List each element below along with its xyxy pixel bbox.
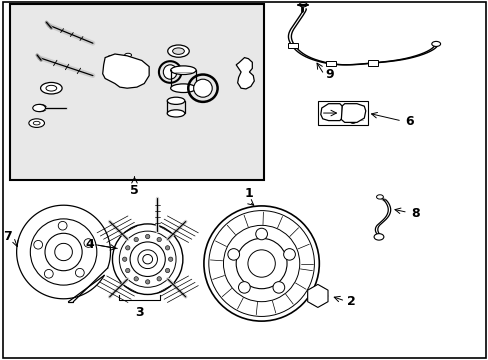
Text: 4: 4 [85,238,94,251]
Ellipse shape [125,246,130,250]
Ellipse shape [167,110,184,117]
Ellipse shape [167,45,189,57]
Ellipse shape [34,104,46,112]
Ellipse shape [299,3,306,7]
Ellipse shape [255,228,267,240]
Ellipse shape [125,269,130,273]
Ellipse shape [33,104,45,112]
Ellipse shape [376,195,383,199]
Ellipse shape [134,237,138,242]
Ellipse shape [134,277,138,281]
Ellipse shape [242,78,248,84]
Bar [317,101,367,125]
Polygon shape [307,284,327,307]
Ellipse shape [168,257,173,261]
Polygon shape [341,104,365,122]
Ellipse shape [33,121,40,125]
Ellipse shape [165,269,169,273]
Ellipse shape [41,82,62,94]
Ellipse shape [431,41,440,46]
Ellipse shape [75,269,84,277]
Text: 7: 7 [3,230,12,243]
Ellipse shape [373,234,383,240]
Ellipse shape [242,67,248,72]
Ellipse shape [170,84,196,93]
Bar [367,60,378,66]
Ellipse shape [128,67,145,82]
Ellipse shape [145,234,149,239]
Ellipse shape [124,53,131,57]
Polygon shape [102,54,149,88]
Ellipse shape [132,70,142,79]
Ellipse shape [157,237,161,242]
Ellipse shape [122,257,127,261]
Ellipse shape [227,249,239,260]
Ellipse shape [327,109,335,116]
Ellipse shape [44,270,53,278]
Ellipse shape [283,249,295,260]
Ellipse shape [84,239,93,247]
Ellipse shape [163,65,177,79]
Ellipse shape [145,280,149,284]
Ellipse shape [347,108,357,118]
Bar [325,61,336,66]
Ellipse shape [34,240,42,249]
Text: 9: 9 [325,68,333,81]
Ellipse shape [172,48,184,54]
Ellipse shape [170,66,196,75]
Ellipse shape [165,246,169,250]
Text: 1: 1 [244,187,253,200]
Ellipse shape [157,277,161,281]
Ellipse shape [238,282,250,293]
Ellipse shape [307,286,327,306]
Bar [287,43,298,48]
Text: 2: 2 [346,295,355,308]
Text: 3: 3 [135,306,143,319]
Text: 6: 6 [404,115,413,128]
Ellipse shape [46,85,57,91]
Ellipse shape [349,118,356,123]
Polygon shape [236,58,254,89]
Bar [10,4,264,180]
Ellipse shape [272,282,284,293]
Ellipse shape [58,221,67,230]
Polygon shape [320,104,342,121]
Ellipse shape [107,55,115,60]
Ellipse shape [313,292,322,300]
Ellipse shape [29,119,44,127]
Ellipse shape [193,79,212,97]
Text: 5: 5 [130,184,139,197]
Text: 8: 8 [410,207,419,220]
Ellipse shape [167,97,184,104]
